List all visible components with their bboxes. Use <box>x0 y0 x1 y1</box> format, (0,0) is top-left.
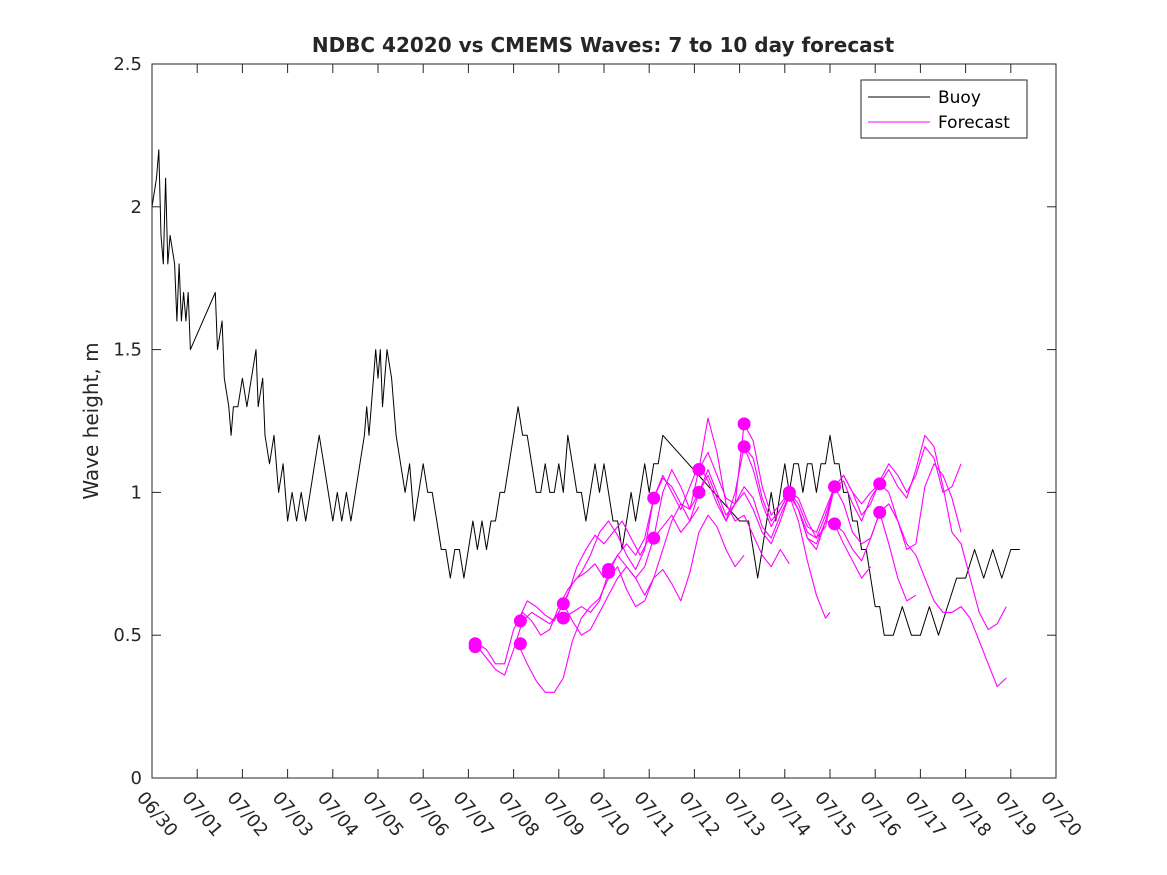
forecast-series-line <box>788 446 962 539</box>
forecast-marker <box>602 565 616 579</box>
forecast-marker <box>513 637 527 651</box>
forecast-marker <box>556 611 570 625</box>
forecast-series-line <box>517 477 700 622</box>
legend-box <box>860 79 1028 139</box>
legend: Buoy Forecast <box>860 79 1028 139</box>
forecast-marker <box>692 485 706 499</box>
chart-title: NDBC 42020 vs CMEMS Waves: 7 to 10 day f… <box>312 33 895 57</box>
forecast-marker <box>647 491 661 505</box>
forecast-marker <box>692 463 706 477</box>
forecast-marker <box>828 517 842 531</box>
y-tick-label: 2 <box>131 197 142 218</box>
forecast-series-line <box>698 451 962 551</box>
legend-label-forecast: Forecast <box>938 113 1010 133</box>
y-axis-label: Wave height, m <box>79 342 103 499</box>
forecast-series-line <box>517 514 745 693</box>
axes-background <box>152 64 1056 778</box>
buoy-series-line <box>151 149 1020 636</box>
legend-label-buoy: Buoy <box>938 88 981 108</box>
forecast-marker <box>737 440 751 454</box>
forecast-marker <box>513 614 527 628</box>
y-tick-label: 2.5 <box>113 54 142 75</box>
y-tick-label: 0 <box>131 768 142 789</box>
forecast-series-line <box>477 563 605 665</box>
forecast-series-line <box>834 503 1007 688</box>
forecast-marker <box>873 505 887 519</box>
forecast-series-line <box>563 417 790 619</box>
forecast-marker <box>647 531 661 545</box>
forecast-marker <box>737 417 751 431</box>
forecast-marker <box>468 640 482 654</box>
y-tick-label: 0.5 <box>113 625 142 646</box>
y-tick-label: 1 <box>131 482 142 503</box>
forecast-marker <box>782 488 796 502</box>
forecast-marker <box>873 477 887 491</box>
forecast-marker <box>828 480 842 494</box>
marker-layer <box>468 417 887 654</box>
y-tick-label: 1.5 <box>113 340 142 361</box>
y-axis: 0 0.5 1 1.5 2 2.5 <box>113 54 1056 789</box>
forecast-marker <box>556 597 570 611</box>
plot-area <box>151 63 1057 779</box>
